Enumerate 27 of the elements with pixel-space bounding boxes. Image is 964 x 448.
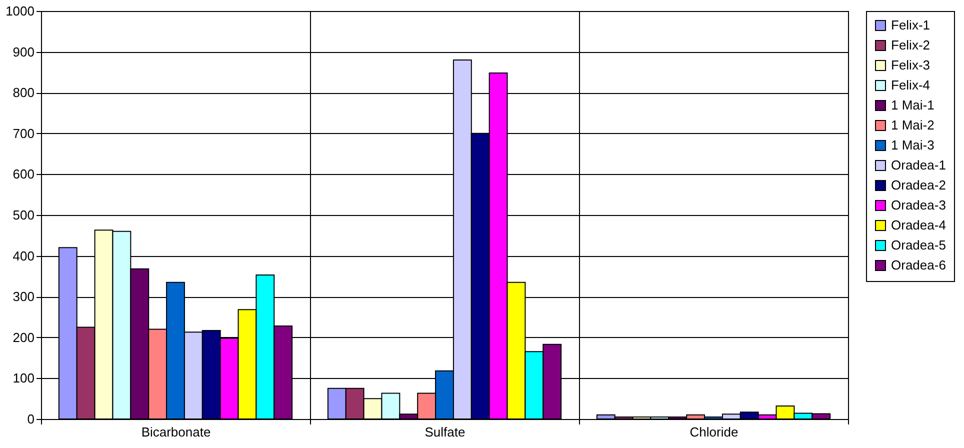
legend-label: Oradea-3 <box>891 198 946 212</box>
y-tick-label: 100 <box>12 370 34 386</box>
x-tick-label: Chloride <box>690 424 738 440</box>
legend-label: Felix-3 <box>891 58 930 72</box>
legend-label: Felix-1 <box>891 18 930 32</box>
y-tick-label: 600 <box>12 166 34 182</box>
y-tick-label: 500 <box>12 208 34 222</box>
x-tick-label: Bicarbonate <box>141 424 211 440</box>
legend-label: Oradea-1 <box>891 158 946 172</box>
legend-label: 1 Mai-1 <box>891 98 934 112</box>
legend-label: Oradea-4 <box>891 218 946 232</box>
x-tick-label: Sulfate <box>424 424 466 440</box>
legend-label: Oradea-5 <box>891 238 946 252</box>
y-tick-label: 300 <box>12 289 34 304</box>
legend-label: 1 Mai-2 <box>891 118 934 132</box>
y-tick-label: 0 <box>27 412 34 426</box>
legend-label: Felix-4 <box>891 78 930 92</box>
y-tick-label: 700 <box>12 126 34 141</box>
legend-label: Felix-2 <box>891 38 930 52</box>
y-tick-label: 800 <box>12 85 34 100</box>
legend-label: 1 Mai-3 <box>891 138 934 152</box>
y-tick-label: 400 <box>12 248 34 264</box>
y-tick-label: 900 <box>12 44 34 60</box>
y-tick-label: 200 <box>12 330 34 345</box>
legend-label: Oradea-6 <box>891 258 946 272</box>
legend-label: Oradea-2 <box>891 178 946 192</box>
y-tick-label: 1000 <box>6 4 34 18</box>
